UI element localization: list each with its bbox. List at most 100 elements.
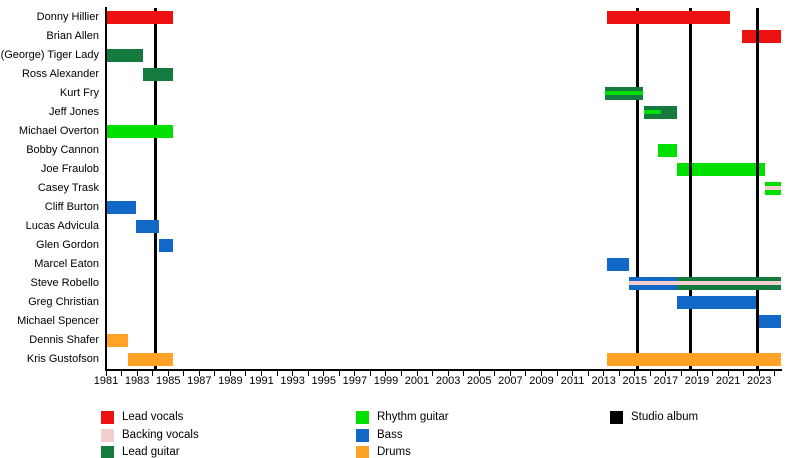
x-tick-label: 1981	[93, 375, 119, 387]
legend-swatch-studio_album	[610, 411, 623, 424]
x-tick-label: 2015	[622, 375, 648, 387]
legend-label-bass: Bass	[377, 428, 403, 441]
x-tick	[556, 371, 558, 376]
timeline-bar-lead_vocals	[606, 11, 730, 24]
x-tick	[121, 371, 123, 376]
x-tick	[152, 371, 154, 376]
member-label: Michael Overton	[18, 125, 99, 137]
x-tick	[385, 371, 387, 376]
x-tick	[478, 371, 480, 376]
x-tick	[727, 371, 729, 376]
legend-swatch-backing_vocals	[101, 428, 114, 442]
x-tick	[261, 371, 263, 376]
x-tick	[214, 371, 216, 376]
x-tick	[136, 371, 138, 376]
member-label: Dennis Shafer	[29, 334, 99, 346]
timeline-bar-lead_vocals	[106, 11, 173, 24]
x-tick-label: 2021	[715, 375, 741, 387]
x-tick-label: 1983	[124, 375, 150, 387]
x-tick	[712, 371, 714, 376]
x-tick	[587, 371, 589, 376]
x-tick	[229, 371, 231, 376]
timeline-bar-bass	[135, 220, 159, 233]
x-tick-label: 1999	[373, 375, 399, 387]
legend-swatch-rhythm_guitar	[356, 411, 369, 424]
x-tick	[416, 371, 418, 376]
member-label: Brian Allen	[46, 30, 99, 42]
legend-label-rhythm_guitar: Rhythm guitar	[377, 411, 449, 423]
y-axis	[105, 7, 107, 369]
x-tick-label: 2023	[746, 375, 772, 387]
x-tick	[463, 371, 465, 376]
x-tick	[183, 371, 185, 376]
x-tick-label: 2017	[653, 375, 679, 387]
x-tick-label: 2013	[591, 375, 616, 387]
legend-label-drums: Drums	[377, 446, 411, 458]
role-stripe-backing_vocals	[765, 186, 781, 190]
timeline-bar-bass	[628, 277, 677, 290]
member-label: Bobby Cannon	[26, 144, 99, 156]
member-label: Casey Trask	[37, 182, 99, 194]
member-label: Cliff Burton	[44, 201, 99, 213]
x-tick	[634, 371, 636, 376]
timeline-bar-rhythm_guitar	[765, 182, 781, 195]
timeline-bar-drums	[127, 353, 173, 366]
x-tick	[680, 371, 682, 376]
legend-swatch-lead_vocals	[101, 411, 114, 424]
legend-swatch-bass	[356, 428, 369, 442]
x-tick-label: 1989	[218, 375, 243, 387]
timeline-bar-bass	[676, 296, 757, 309]
x-tick-label: 1985	[155, 375, 181, 387]
legend-label-studio_album: Studio album	[631, 411, 699, 423]
x-tick	[603, 371, 605, 376]
timeline-bar-lead_guitar	[644, 106, 662, 119]
x-tick	[618, 371, 620, 376]
x-tick-label: 2019	[684, 375, 710, 387]
x-tick	[167, 371, 169, 376]
timeline-bar-bass	[606, 258, 629, 271]
x-tick	[509, 371, 511, 376]
member-label: Joe Fraulob	[40, 163, 99, 175]
x-tick	[649, 371, 651, 376]
member-label: (George) Tiger Lady	[0, 49, 99, 61]
x-tick	[245, 371, 247, 376]
x-tick-label: 1991	[249, 375, 274, 387]
x-tick	[447, 371, 449, 376]
timeline-bar-lead_guitar	[661, 106, 677, 119]
member-label: Michael Spencer	[17, 315, 99, 327]
studio-album-line	[689, 8, 693, 369]
role-stripe-backing_vocals	[628, 281, 677, 285]
x-tick	[758, 371, 760, 376]
x-tick-label: 2009	[529, 375, 554, 387]
timeline-bar-bass	[158, 239, 173, 252]
member-label: Jeff Jones	[49, 106, 99, 118]
x-tick-label: 2007	[498, 375, 523, 387]
member-label: Kurt Fry	[59, 87, 99, 99]
studio-album-line	[636, 8, 640, 369]
legend-swatch-drums	[356, 446, 369, 458]
x-tick	[774, 371, 776, 376]
x-tick	[276, 371, 278, 376]
x-tick	[354, 371, 356, 376]
x-tick	[338, 371, 340, 376]
x-tick	[292, 371, 294, 376]
legend-label-backing_vocals: Backing vocals	[122, 428, 199, 441]
member-label: Greg Christian	[28, 296, 99, 308]
x-tick-label: 2011	[560, 375, 585, 387]
timeline-bar-bass	[759, 315, 781, 328]
timeline-bar-lead_guitar	[143, 68, 173, 81]
studio-album-line	[756, 8, 760, 369]
timeline-bar-bass	[106, 201, 136, 214]
studio-album-line	[154, 8, 158, 369]
x-tick	[401, 371, 402, 376]
member-label: Kris Gustofson	[26, 353, 99, 365]
x-tick	[323, 371, 325, 376]
x-tick-label: 1997	[342, 375, 368, 387]
timeline-bar-drums	[106, 334, 128, 347]
x-tick	[105, 371, 107, 376]
x-tick	[743, 371, 745, 376]
x-axis	[105, 369, 782, 371]
x-tick-label: 1995	[311, 375, 336, 387]
x-tick-label: 1987	[187, 375, 212, 387]
x-tick	[525, 371, 527, 376]
